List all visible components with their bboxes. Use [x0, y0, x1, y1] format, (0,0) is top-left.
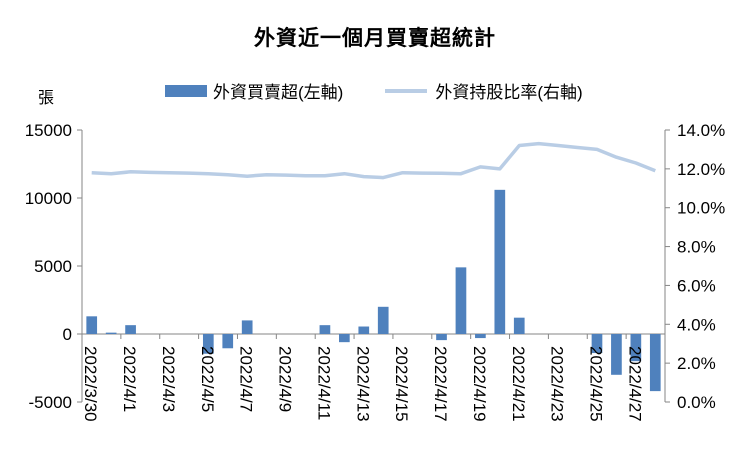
left-axis-tick-label: 0: [63, 325, 72, 344]
bar-2022/4/5: [202, 334, 214, 354]
x-axis-tick-label: 2022/4/9: [276, 346, 295, 412]
bar-2022/4/18: [455, 267, 467, 334]
bar-2022/4/6: [222, 334, 234, 349]
chart-title: 外資近一個月買賣超統計: [254, 27, 496, 50]
left-axis-unit-label: 張: [38, 90, 55, 107]
bar-2022/4/20: [494, 189, 506, 334]
x-axis-tick-label: 2022/4/21: [509, 346, 528, 422]
bar-2022/4/14: [377, 306, 389, 334]
x-axis-tick-label: 2022/4/23: [548, 346, 567, 422]
bar-2022/4/25: [591, 334, 603, 354]
x-axis-tick-label: 2022/3/30: [81, 346, 100, 422]
bar-2022/4/27: [630, 334, 642, 362]
right-axis-tick-label: 2.0%: [677, 354, 716, 373]
right-axis-tick-label: 12.0%: [677, 160, 725, 179]
bar-2022/4/1: [125, 325, 136, 334]
bar-2022/4/19: [475, 334, 486, 339]
bar-2022/3/31: [105, 332, 117, 334]
x-axis-tick-label: 2022/4/27: [625, 346, 644, 422]
right-axis-tick-label: 0.0%: [677, 393, 716, 412]
bar-2022/4/11: [319, 325, 331, 334]
x-axis-tick-label: 2022/4/11: [314, 346, 333, 420]
x-axis-tick-label: 2022/4/15: [392, 346, 411, 422]
x-axis-tick-label: 2022/4/19: [470, 346, 489, 422]
legend-item-line: 外資持股比率(右軸): [385, 78, 583, 103]
legend-line-swatch: [385, 88, 428, 93]
legend-bar-swatch: [165, 84, 207, 97]
legend-item-bar: 外資買賣超(左軸): [165, 78, 343, 103]
x-axis-tick-label: 2022/4/25: [586, 346, 605, 422]
x-axis-tick-label: 2022/4/1: [120, 346, 139, 412]
holding-ratio-line: [91, 141, 656, 180]
bar-2022/4/7: [241, 320, 253, 334]
right-axis-tick-label: 10.0%: [677, 199, 725, 218]
bar-2022/4/12: [339, 334, 350, 343]
left-axis-tick-label: 15000: [25, 121, 72, 140]
legend-bar-label: 外資買賣超(左軸): [213, 83, 344, 102]
x-axis-tick-label: 2022/4/17: [431, 346, 450, 422]
bar-2022/4/28: [649, 334, 661, 392]
bar-2022/4/13: [358, 326, 370, 334]
right-axis-tick-label: 14.0%: [677, 121, 725, 140]
x-axis-tick-label: 2022/4/13: [353, 346, 372, 422]
bar-2022/4/26: [611, 334, 622, 375]
x-axis-tick-label: 2022/4/3: [159, 346, 178, 412]
legend-line-label: 外資持股比率(右軸): [435, 83, 583, 102]
legend: 外資買賣超(左軸) 外資持股比率(右軸): [165, 78, 625, 103]
bar-2022/3/30: [86, 316, 98, 334]
left-axis-tick-label: -5000: [29, 393, 72, 412]
x-axis-tick-label: 2022/4/7: [237, 346, 256, 412]
right-axis-tick-label: 4.0%: [677, 315, 716, 334]
left-axis-tick-label: 5000: [34, 257, 72, 276]
bar-2022/4/17: [436, 334, 447, 341]
left-axis-tick-label: 10000: [25, 189, 72, 208]
right-axis-tick-label: 8.0%: [677, 238, 716, 257]
right-axis-tick-label: 6.0%: [677, 276, 716, 295]
bar-2022/4/21: [513, 317, 525, 334]
x-axis-tick-label: 2022/4/5: [198, 346, 217, 412]
